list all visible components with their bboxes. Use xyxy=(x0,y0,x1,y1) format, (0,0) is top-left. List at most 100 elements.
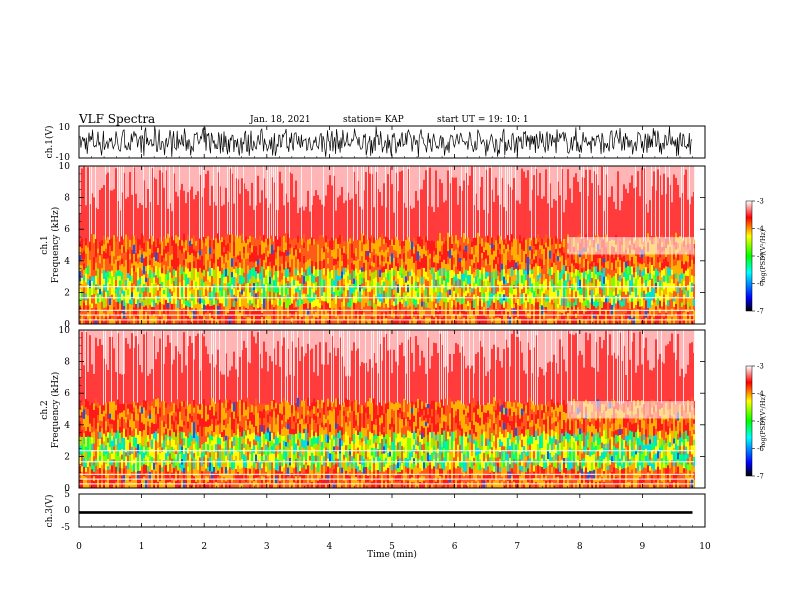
spectrogram-cell xyxy=(185,266,187,275)
spectrogram-cell xyxy=(93,443,95,451)
spectrogram-cell xyxy=(431,166,433,207)
spectrogram-cell xyxy=(339,291,341,300)
spectrogram-cell xyxy=(227,316,229,325)
spectrogram-cell xyxy=(303,297,305,304)
spectrogram-cell xyxy=(127,303,129,309)
spectrogram-cell xyxy=(91,330,93,365)
spectrogram-cell xyxy=(271,166,272,253)
spectrogram-cell xyxy=(81,238,83,248)
spectrogram-cell xyxy=(285,277,287,283)
spectrogram-cell xyxy=(135,266,137,273)
spectrogram-cell xyxy=(667,266,669,275)
spectrogram-cell xyxy=(541,166,543,199)
spectrogram-cell xyxy=(141,262,143,271)
spectrogram-cell xyxy=(251,261,253,268)
spectrogram-cell xyxy=(175,270,177,278)
spectrogram-cell xyxy=(593,301,595,307)
spectrogram-cell xyxy=(539,166,541,174)
spectrogram-cell xyxy=(105,402,107,408)
spectrogram-cell xyxy=(99,301,101,311)
spectrogram-cell xyxy=(117,406,119,415)
spectrogram-cell xyxy=(225,253,227,259)
spectrogram-cell xyxy=(401,248,403,256)
spectrogram-cell xyxy=(654,237,656,255)
spectrogram-cell xyxy=(307,239,309,246)
spectrogram-cell xyxy=(551,244,553,251)
spectrogram-cell xyxy=(501,291,503,297)
spectrogram-cell xyxy=(651,237,653,255)
spectrogram-cell xyxy=(147,286,149,293)
spectrogram-cell xyxy=(475,288,477,298)
spectrogram-cell xyxy=(385,263,387,270)
spectrogram-cell xyxy=(299,277,301,284)
spectrogram-cell xyxy=(549,294,551,303)
spectrogram-cell xyxy=(457,278,459,288)
spectrogram-cell xyxy=(137,456,139,465)
spectrogram-cell xyxy=(419,319,421,325)
spectrogram-cell xyxy=(531,249,533,255)
spectrogram-cell xyxy=(215,242,217,250)
spectrogram-cell xyxy=(157,166,159,206)
spectrogram-cell xyxy=(97,330,99,347)
spectrogram-cell xyxy=(431,267,433,275)
spectrogram-cell xyxy=(617,166,619,172)
spectrogram-cell xyxy=(629,266,631,276)
spectrogram-cell xyxy=(271,277,273,286)
spectrogram-cell xyxy=(353,260,355,265)
spectrogram-cell xyxy=(577,249,579,260)
spectrogram-cell xyxy=(329,248,331,258)
spectrogram-cell xyxy=(311,318,313,325)
spectrogram-cell xyxy=(309,302,311,311)
spectrogram-cell xyxy=(91,268,93,277)
spectrogram-cell xyxy=(235,248,237,257)
spectrogram-cell xyxy=(621,278,623,288)
spectrogram-cell xyxy=(471,292,473,301)
spectrogram-cell xyxy=(437,287,439,296)
spectrogram-cell xyxy=(181,240,183,246)
spectrogram-cell xyxy=(611,277,613,286)
spectrogram-cell xyxy=(565,246,567,255)
spectrogram-cell xyxy=(669,275,671,284)
spectrogram-cell xyxy=(129,435,131,443)
spectrogram-cell xyxy=(425,242,427,251)
spectrogram-cell xyxy=(417,259,419,270)
spectrogram-cell xyxy=(115,466,117,474)
spectrogram-cell xyxy=(593,237,595,255)
spectrogram-cell xyxy=(173,264,175,270)
spectrogram-cell xyxy=(439,255,441,260)
spectrogram-cell xyxy=(575,317,577,325)
spectrogram-cell xyxy=(201,166,202,253)
spectrogram-cell xyxy=(379,280,381,289)
spectrogram-cell xyxy=(237,319,239,325)
spectrogram-cell xyxy=(317,291,319,300)
spectrogram-cell xyxy=(521,304,523,310)
spectrogram-cell xyxy=(389,299,391,308)
spectrogram-cell xyxy=(107,236,109,244)
spectrogram-cell xyxy=(211,286,213,292)
spectrogram-cell xyxy=(453,304,455,314)
spectrogram-cell xyxy=(527,166,529,171)
spectrogram-cell xyxy=(373,243,375,250)
spectrogram-cell xyxy=(371,280,373,290)
spectrogram-cell xyxy=(123,317,125,325)
spectrogram-cell xyxy=(373,166,375,208)
spectrogram-cell xyxy=(411,241,413,250)
spectrogram-cell xyxy=(469,288,471,297)
spectrogram-cell xyxy=(327,252,329,258)
spectrogram-cell xyxy=(283,269,285,276)
spectrogram-cell xyxy=(499,236,501,245)
spectrogram-cell xyxy=(535,291,537,297)
spectrogram-cell xyxy=(81,405,83,413)
spectrogram-cell xyxy=(685,298,687,305)
spectrogram-cell xyxy=(299,252,301,258)
spectrogram-cell xyxy=(91,252,93,259)
spectrogram-cell xyxy=(303,271,305,277)
spectrogram-cell xyxy=(503,319,505,325)
spectrogram-cell xyxy=(369,257,371,266)
spectrogram-cell xyxy=(681,261,683,269)
spectrogram-cell xyxy=(571,276,573,285)
spectrogram-cell xyxy=(327,290,329,298)
spectrogram-cell xyxy=(491,293,493,301)
spectrogram-cell xyxy=(479,269,481,279)
spectrogram-cell xyxy=(115,460,117,467)
